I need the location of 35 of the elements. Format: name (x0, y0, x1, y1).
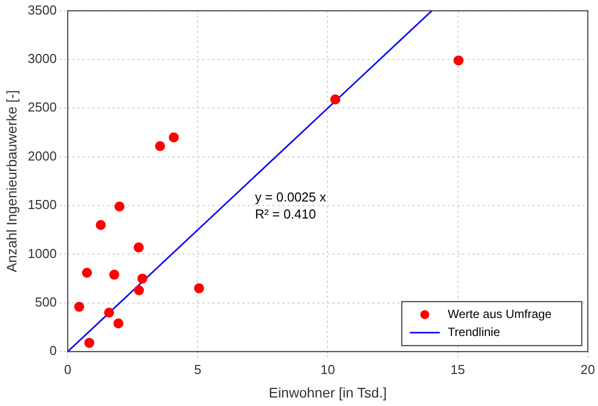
point (109, 270, 120, 280)
y-tick-label: 3000 (28, 51, 57, 66)
y-tick-label: 2500 (28, 100, 57, 115)
point (194, 283, 204, 294)
x-tick-label: 5 (194, 362, 202, 377)
x-tick-label: 15 (450, 362, 465, 377)
y-tick-label: 1500 (28, 197, 57, 212)
y-tick-label: 2000 (28, 148, 57, 164)
point (330, 94, 340, 104)
annotation: y = 0.0025 x (254, 190, 327, 205)
point (168, 132, 179, 142)
x-axis-title: Einwohner [in Tsd.] (268, 384, 387, 400)
point (134, 242, 144, 252)
point (114, 202, 124, 212)
x-tick-label: 10 (320, 362, 335, 377)
point (134, 285, 144, 296)
y-axis-title: Anzahl Ingenieurbauwerke [-] (3, 90, 20, 272)
point (104, 308, 114, 318)
annotation: R² = 0.410 (254, 206, 316, 222)
point (96, 220, 106, 230)
x-tick-label: 20 (580, 362, 596, 377)
point (155, 141, 166, 152)
legend-label: Trendlinie (448, 324, 500, 339)
y-tick-label: 3500 (28, 2, 57, 18)
point (74, 302, 84, 312)
point (454, 55, 464, 66)
point (137, 274, 148, 284)
point (84, 338, 94, 348)
point (82, 268, 92, 278)
y-tick-label: 500 (35, 294, 57, 310)
point (113, 318, 124, 328)
y-tick-label: 0 (49, 343, 57, 358)
y-tick-label: 1000 (28, 246, 57, 261)
x-tick-label: 0 (64, 362, 72, 377)
legend-label: Werte aus Umfrage (448, 306, 552, 321)
